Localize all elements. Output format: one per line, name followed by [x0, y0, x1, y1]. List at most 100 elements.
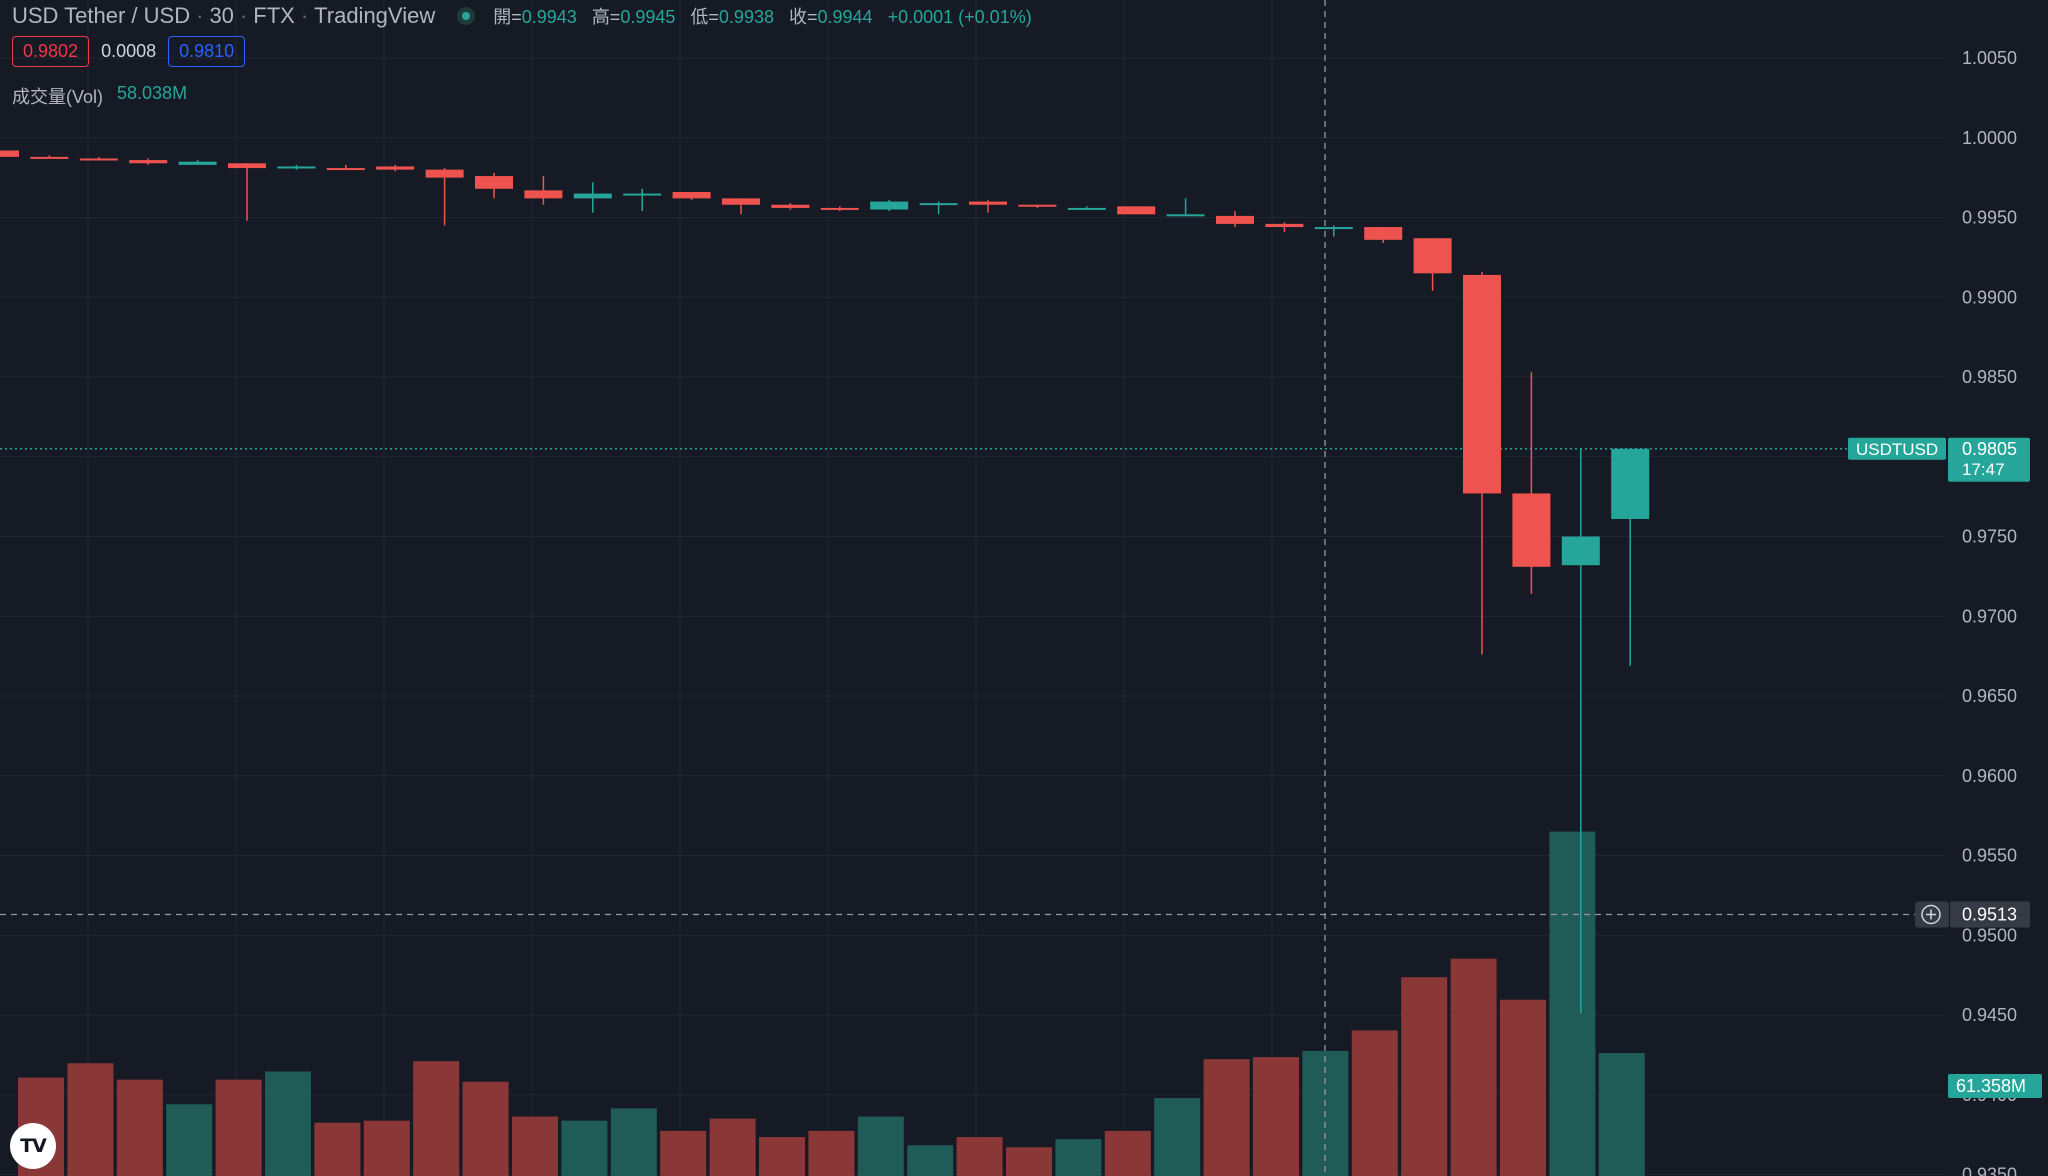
candle-body[interactable]	[178, 161, 217, 165]
low-value: 0.9938	[718, 7, 774, 27]
volume-bar[interactable]	[1401, 977, 1448, 1176]
candle-body[interactable]	[573, 193, 612, 199]
volume-bar[interactable]	[1203, 1059, 1250, 1176]
volume-bar[interactable]	[759, 1137, 805, 1176]
price-tick-label: 0.9850	[1962, 367, 2017, 387]
candle-body[interactable]	[722, 198, 760, 205]
volume-last-tag	[1948, 1074, 2042, 1098]
ohlc-values: 開=0.9943 高=0.9945 低=0.9938 收=0.9944 +0.0…	[493, 3, 1031, 29]
volume-bar[interactable]	[265, 1071, 311, 1176]
market-status-icon[interactable]	[457, 7, 476, 25]
candle-body[interactable]	[1067, 207, 1106, 210]
volume-bar[interactable]	[956, 1137, 1003, 1176]
interval-label[interactable]: 30	[209, 3, 234, 28]
candle-body[interactable]	[870, 201, 909, 210]
high-value: 0.9945	[620, 7, 676, 27]
source-label: TradingView	[314, 3, 436, 28]
tradingview-logo[interactable]: TV	[10, 1123, 56, 1169]
last-price-tag	[1948, 437, 2030, 482]
candle-body[interactable]	[326, 168, 365, 171]
volume-bar[interactable]	[314, 1122, 361, 1176]
candle-body[interactable]	[277, 166, 316, 169]
candle-body[interactable]	[1561, 536, 1600, 566]
volume-bar[interactable]	[413, 1061, 460, 1176]
volume-bar[interactable]	[462, 1081, 509, 1176]
candle-body[interactable]	[79, 158, 118, 161]
price-tick-label: 0.9750	[1962, 527, 2017, 547]
countdown-label: 17:47	[1962, 460, 2005, 479]
volume-label: 成交量(Vol)	[12, 87, 104, 107]
price-tick-label: 0.9600	[1962, 766, 2017, 786]
volume-bar[interactable]	[1549, 831, 1596, 1176]
candle-body[interactable]	[30, 156, 69, 159]
candle-body[interactable]	[129, 160, 168, 164]
cursor-price-tag	[1950, 901, 2030, 928]
candle-body[interactable]	[969, 201, 1007, 205]
legend-separator: ·	[239, 3, 248, 28]
candle-body[interactable]	[475, 176, 513, 189]
volume-bar[interactable]	[1253, 1057, 1299, 1176]
volume-bar[interactable]	[215, 1079, 262, 1176]
volume-bar[interactable]	[512, 1116, 558, 1176]
volume-bar[interactable]	[67, 1063, 114, 1176]
candle-body[interactable]	[1364, 227, 1403, 240]
candle-body[interactable]	[228, 163, 266, 169]
volume-bar[interactable]	[1598, 1053, 1645, 1176]
volume-value: 58.038M	[117, 83, 188, 103]
volume-bar[interactable]	[857, 1116, 904, 1176]
volume-bar[interactable]	[1006, 1147, 1052, 1176]
close-label: 收=	[789, 7, 818, 27]
change-value: +0.0001 (+0.01%)	[887, 7, 1032, 27]
volume-bar[interactable]	[116, 1079, 163, 1176]
candle-body[interactable]	[672, 191, 711, 199]
candle-body[interactable]	[524, 190, 563, 199]
candle-body[interactable]	[425, 169, 464, 178]
candle-body[interactable]	[1512, 493, 1551, 567]
close-value: 0.9944	[817, 7, 873, 27]
candle-body[interactable]	[771, 204, 810, 208]
volume-last-label: 61.358M	[1956, 1076, 2026, 1096]
volume-bar[interactable]	[1055, 1139, 1102, 1176]
volume-bar[interactable]	[561, 1120, 608, 1176]
volume-bar[interactable]	[1351, 1030, 1398, 1176]
candle-body[interactable]	[1117, 206, 1156, 215]
price-tick-label: 0.9500	[1962, 925, 2017, 945]
symbol-name[interactable]: USD Tether / USD	[12, 3, 191, 28]
volume-bar[interactable]	[166, 1104, 213, 1176]
candle-body[interactable]	[376, 166, 415, 170]
candle-body[interactable]	[1413, 238, 1452, 274]
volume-bar[interactable]	[363, 1120, 410, 1176]
volume-bar[interactable]	[660, 1130, 707, 1176]
candle-body[interactable]	[820, 207, 859, 210]
candle-body[interactable]	[919, 203, 958, 206]
volume-bar[interactable]	[709, 1118, 756, 1176]
buy-button[interactable]: 0.9810	[168, 36, 246, 67]
candle-body[interactable]	[1611, 448, 1650, 519]
candle-body[interactable]	[623, 193, 662, 196]
candle-body[interactable]	[1216, 215, 1254, 224]
candle-body[interactable]	[1463, 274, 1501, 494]
volume-bar[interactable]	[1104, 1130, 1151, 1176]
symbol-price-tag	[1848, 437, 1946, 460]
volume-bar[interactable]	[1154, 1098, 1201, 1176]
price-tick-label: 0.9950	[1962, 208, 2017, 228]
candle-body[interactable]	[1314, 227, 1353, 230]
cursor-price-label: 0.9513	[1962, 905, 2017, 925]
volume-bar[interactable]	[808, 1130, 855, 1176]
symbol-legend: USD Tether / USD · 30 · FTX · TradingVie…	[12, 0, 1032, 32]
price-tick-label: 0.9550	[1962, 846, 2017, 866]
candle-body[interactable]	[0, 150, 19, 157]
symbol-tag-label: USDTUSD	[1856, 440, 1938, 459]
candle-body[interactable]	[1265, 223, 1304, 228]
candle-body[interactable]	[1166, 214, 1205, 217]
volume-bar[interactable]	[1450, 958, 1497, 1176]
volume-bar[interactable]	[907, 1145, 954, 1176]
volume-bar[interactable]	[1500, 999, 1546, 1176]
volume-legend[interactable]: 成交量(Vol) 58.038M	[12, 83, 187, 109]
price-tick-label: 1.0050	[1962, 48, 2017, 68]
volume-bar[interactable]	[610, 1108, 657, 1176]
candle-body[interactable]	[1018, 204, 1057, 207]
price-tick-label: 0.9700	[1962, 606, 2017, 626]
sell-button[interactable]: 0.9802	[12, 36, 90, 67]
